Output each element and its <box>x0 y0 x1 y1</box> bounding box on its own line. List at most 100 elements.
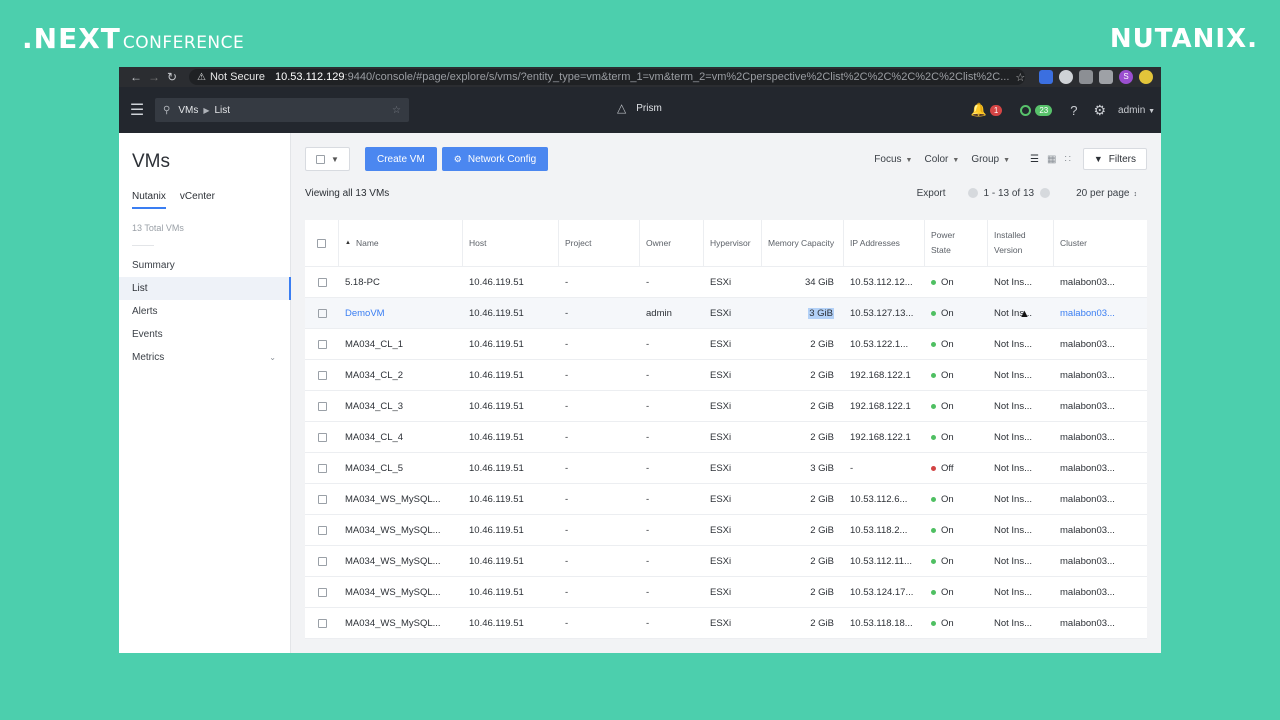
table-row[interactable]: MA034_WS_MySQL... 10.46.119.51 - - ESXi 2 GiB… <box>305 577 1147 608</box>
star-icon[interactable]: ☆ <box>1015 71 1025 84</box>
user-menu[interactable]: admin ▼ <box>1118 105 1155 116</box>
column-installed-version[interactable]: Installed Version <box>988 220 1054 267</box>
tab-nutanix[interactable]: Nutanix <box>132 191 166 209</box>
vm-name-text[interactable]: MA034_CL_2 <box>345 369 404 381</box>
cluster-text[interactable]: malabon03... <box>1060 369 1115 381</box>
header-checkbox[interactable] <box>317 238 326 248</box>
vm-name-text[interactable]: DemoVM <box>345 307 385 319</box>
column-hypervisor[interactable]: Hypervisor <box>704 220 762 267</box>
create-vm-button[interactable]: Create VM <box>365 147 437 171</box>
sidebar-item-summary[interactable]: Summary <box>132 260 175 271</box>
cluster-text[interactable]: malabon03... <box>1060 338 1115 350</box>
cluster-text[interactable]: malabon03... <box>1060 462 1115 474</box>
table-row[interactable]: MA034_CL_4 10.46.119.51 - - ESXi 2 GiB 192.168… <box>305 422 1147 453</box>
export-link[interactable]: Export <box>916 187 946 199</box>
group-dropdown[interactable]: Group ▼ <box>971 154 1010 165</box>
sidebar-item-metrics[interactable]: Metrics ⌄ <box>119 346 290 369</box>
per-page-select[interactable]: 20 per page ↕ <box>1076 188 1137 199</box>
extension-icon[interactable] <box>1139 70 1153 84</box>
cluster-text[interactable]: malabon03... <box>1060 276 1115 288</box>
next-page-icon[interactable] <box>1040 188 1051 198</box>
table-row[interactable]: DemoVM 10.46.119.51 - admin ESXi 3 GiB 10.53.1… <box>305 298 1147 329</box>
column-power-state[interactable]: Power State <box>925 220 988 267</box>
cluster-text[interactable]: malabon03... <box>1060 555 1115 567</box>
grid-view-icon[interactable]: ▦ <box>1047 153 1057 165</box>
cluster-text[interactable]: malabon03... <box>1060 400 1115 412</box>
table-row[interactable]: 5.18-PC 10.46.119.51 - - ESXi 34 GiB 10.53.112… <box>305 267 1147 298</box>
column-ip[interactable]: IP Addresses <box>844 220 925 267</box>
vm-name-text[interactable]: MA034_CL_5 <box>345 462 404 474</box>
prev-page-icon[interactable] <box>967 188 978 198</box>
column-owner[interactable]: Owner <box>640 220 704 267</box>
row-checkbox[interactable] <box>317 277 327 287</box>
row-checkbox[interactable] <box>317 494 327 504</box>
vm-name-text[interactable]: MA034_WS_MySQL... <box>345 555 441 567</box>
color-dropdown[interactable]: Color ▼ <box>924 154 959 165</box>
vm-name-text[interactable]: MA034_WS_MySQL... <box>345 493 441 505</box>
column-memory[interactable]: Memory Capacity <box>762 220 844 267</box>
row-checkbox[interactable] <box>317 618 327 628</box>
row-checkbox[interactable] <box>317 370 327 380</box>
row-checkbox[interactable] <box>317 463 327 473</box>
row-checkbox[interactable] <box>317 525 327 535</box>
row-checkbox[interactable] <box>317 587 327 597</box>
row-checkbox[interactable] <box>317 556 327 566</box>
column-name[interactable]: ▲ Name <box>339 220 463 267</box>
help-icon[interactable]: ? <box>1070 102 1078 118</box>
select-all-checkbox[interactable] <box>316 154 326 164</box>
column-project[interactable]: Project <box>559 220 640 267</box>
table-row[interactable]: MA034_WS_MySQL... 10.46.119.51 - - ESXi 2 GiB… <box>305 546 1147 577</box>
puzzle-icon[interactable] <box>1099 70 1113 84</box>
bell-icon[interactable]: 🔔 <box>970 102 987 117</box>
cluster-text[interactable]: malabon03... <box>1060 431 1115 443</box>
vm-name-text[interactable]: MA034_WS_MySQL... <box>345 586 441 598</box>
filters-button[interactable]: ▼ Filters <box>1082 148 1147 170</box>
cluster-text[interactable]: malabon03... <box>1060 493 1115 505</box>
cluster-text[interactable]: malabon03... <box>1060 524 1115 536</box>
status-ring-icon[interactable] <box>1020 104 1032 116</box>
cluster-text[interactable]: malabon03... <box>1060 307 1115 319</box>
vm-name-text[interactable]: MA034_CL_1 <box>345 338 404 350</box>
table-row[interactable]: MA034_CL_1 10.46.119.51 - - ESXi 2 GiB 10.53.1… <box>305 329 1147 360</box>
row-checkbox[interactable] <box>317 339 327 349</box>
table-row[interactable]: MA034_WS_MySQL... 10.46.119.51 - - ESXi 2 GiB… <box>305 484 1147 515</box>
table-row[interactable]: MA034_WS_MySQL... 10.46.119.51 - - ESXi 2 GiB… <box>305 608 1147 639</box>
tasks-badge[interactable]: 23 <box>1035 104 1053 116</box>
alerts-badge[interactable]: 1 <box>989 104 1003 116</box>
vm-name-text[interactable]: 5.18-PC <box>345 276 380 288</box>
profile-avatar[interactable]: S <box>1119 70 1133 84</box>
network-config-button[interactable]: ⚙ Network Config <box>441 147 549 171</box>
column-host[interactable]: Host <box>463 220 559 267</box>
tile-view-icon[interactable]: ∷ <box>1064 153 1071 165</box>
column-cluster[interactable]: Cluster <box>1054 220 1147 267</box>
gear-icon[interactable]: ⚙ <box>1093 101 1107 118</box>
search-input[interactable]: ⚲ VMs ▶ List ☆ <box>155 98 409 122</box>
forward-icon[interactable]: → <box>148 70 160 84</box>
sidebar-item-list[interactable]: List <box>119 277 291 300</box>
tab-vcenter[interactable]: vCenter <box>179 191 215 202</box>
extension-icon[interactable] <box>1079 70 1093 84</box>
select-all-dropdown[interactable]: ▼ <box>305 147 350 171</box>
address-bar[interactable]: ⚠ Not Secure 10.53.112.129 :9440/console… <box>189 69 1025 85</box>
table-row[interactable]: MA034_CL_3 10.46.119.51 - - ESXi 2 GiB 192.168… <box>305 391 1147 422</box>
menu-icon[interactable]: ☰ <box>129 102 145 119</box>
back-icon[interactable]: ← <box>130 70 142 84</box>
sidebar-item-events[interactable]: Events <box>132 329 163 340</box>
extension-icon[interactable] <box>1059 70 1073 84</box>
vm-name-text[interactable]: MA034_WS_MySQL... <box>345 617 441 629</box>
row-checkbox[interactable] <box>317 308 327 318</box>
sidebar-item-alerts[interactable]: Alerts <box>132 306 158 317</box>
table-row[interactable]: MA034_WS_MySQL... 10.46.119.51 - - ESXi 2 GiB… <box>305 515 1147 546</box>
reload-icon[interactable]: ↻ <box>166 70 178 84</box>
row-checkbox[interactable] <box>317 432 327 442</box>
focus-dropdown[interactable]: Focus ▼ <box>874 154 912 165</box>
row-checkbox[interactable] <box>317 401 327 411</box>
vm-name-text[interactable]: MA034_CL_4 <box>345 431 404 443</box>
cluster-text[interactable]: malabon03... <box>1060 586 1115 598</box>
prism-title[interactable]: △ Prism <box>617 101 662 115</box>
cluster-text[interactable]: malabon03... <box>1060 617 1115 629</box>
list-view-icon[interactable]: ☰ <box>1030 153 1040 165</box>
vm-name-text[interactable]: MA034_CL_3 <box>345 400 404 412</box>
vm-name-text[interactable]: MA034_WS_MySQL... <box>345 524 441 536</box>
table-row[interactable]: MA034_CL_5 10.46.119.51 - - ESXi 3 GiB - Off Not… <box>305 453 1147 484</box>
